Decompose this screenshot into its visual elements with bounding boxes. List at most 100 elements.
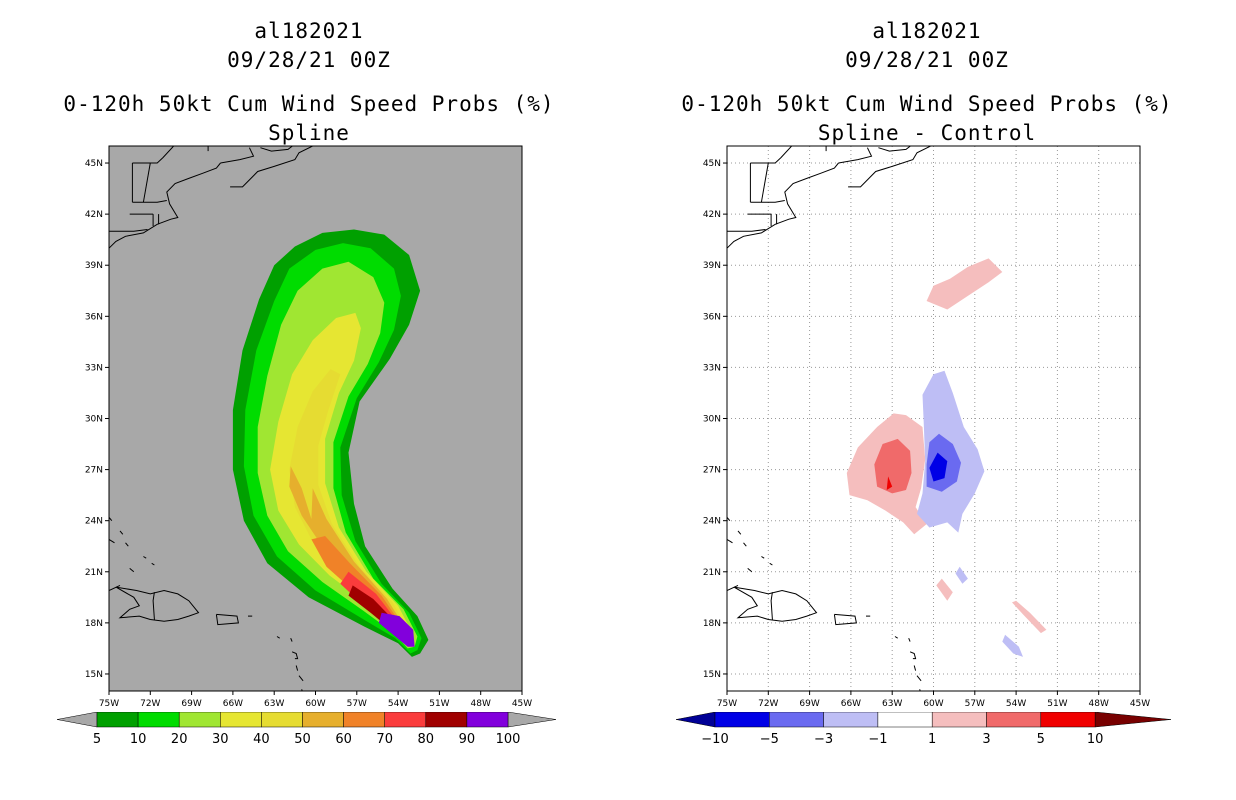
colorbar-swatch (384, 712, 427, 728)
y-tick-label: 33N (703, 363, 721, 373)
coastline (151, 562, 155, 566)
y-tick-label: 39N (85, 261, 103, 271)
coastline (298, 675, 304, 682)
colorbar-label: 80 (418, 732, 435, 747)
x-tick-label: 72W (140, 699, 160, 709)
coastline (290, 638, 293, 642)
coastline (142, 162, 151, 203)
x-tick-label: 51W (429, 699, 449, 709)
colorbar-label: 40 (253, 732, 270, 747)
coastline (220, 147, 255, 164)
coastline (276, 636, 280, 639)
colorbar-swatch (823, 712, 879, 728)
coastline (152, 592, 155, 620)
coastline (132, 200, 167, 203)
contour-level-1 (1012, 600, 1047, 634)
coastline (125, 542, 129, 547)
y-tick-label: 24N (85, 517, 103, 527)
x-tick-label: 63W (264, 699, 284, 709)
coastline (727, 162, 839, 249)
coastline (129, 568, 135, 573)
coastline (733, 586, 818, 622)
coastline (143, 556, 147, 559)
colorbar-swatch (877, 712, 933, 728)
coastline (109, 584, 121, 591)
coastline (291, 651, 299, 660)
y-tick-label: 18N (703, 619, 721, 629)
y-tick-label: 27N (703, 466, 721, 476)
coastline (780, 146, 793, 159)
colorbar-label: 1 (928, 732, 936, 747)
right-colorbar: −10 −5 −3 −1 1 3 5 10 (675, 712, 1172, 747)
colorbar-label: −5 (760, 732, 779, 747)
left-product-title: 0-120h 50kt Cum Wind Speed Probs (%) (63, 92, 555, 116)
x-tick-label: 69W (799, 699, 819, 709)
colorbar-label: 70 (376, 732, 393, 747)
coastline (750, 200, 785, 203)
colorbar-swatch (137, 712, 180, 728)
x-tick-label: 45W (1130, 699, 1150, 709)
contour-level-neg1 (955, 566, 968, 584)
colorbar-swatch (261, 712, 303, 728)
map-content (727, 146, 1140, 691)
x-tick-label: 75W (717, 699, 737, 709)
left-probability-map: 75W 72W 69W 66W 63W 60W 57W 54W 51W 48W 45W 15N 18N 2… (85, 145, 532, 709)
left-storm-id: al182021 (254, 19, 364, 43)
colorbar-swatch (302, 712, 344, 728)
colorbar-extend-high (507, 712, 557, 728)
right-product-title: 0-120h 50kt Cum Wind Speed Probs (%) (681, 92, 1173, 116)
x-tick-label: 57W (965, 699, 985, 709)
contour-level-3 (874, 438, 912, 494)
colorbar-label: 10 (1087, 732, 1104, 747)
y-tick-label: 42N (85, 210, 103, 220)
colorbar-label: 100 (496, 732, 521, 747)
y-tick-label: 30N (703, 415, 721, 425)
coastline (109, 162, 221, 249)
colorbar-swatch (425, 712, 468, 728)
y-tick-label: 45N (85, 159, 103, 169)
x-tick-label: 72W (758, 699, 778, 709)
coastline (838, 147, 873, 164)
y-tick-label: 21N (85, 568, 103, 578)
y-tick-label: 45N (703, 159, 721, 169)
contour-level-40 (289, 369, 410, 640)
y-tick-label: 33N (85, 363, 103, 373)
colorbar-swatch (986, 712, 1042, 728)
coastline (109, 538, 115, 544)
colorbar-extend-low (56, 712, 98, 728)
left-subtitle: Spline (268, 121, 350, 145)
colorbar-label: 10 (130, 732, 147, 747)
coastline (115, 586, 200, 622)
colorbar-label: 30 (212, 732, 229, 747)
coastline (162, 146, 175, 159)
contour-level-neg5 (929, 452, 948, 482)
contour-level-1 (926, 258, 1003, 310)
x-tick-label: 63W (882, 699, 902, 709)
coastline (919, 689, 921, 691)
colorbar-label: 5 (1037, 732, 1045, 747)
map-content (109, 146, 429, 691)
y-tick-label: 39N (703, 261, 721, 271)
coastline (916, 675, 922, 682)
y-tick-label: 42N (703, 210, 721, 220)
colorbar-swatch (343, 712, 385, 728)
coastline (109, 229, 148, 232)
coastline (301, 689, 303, 691)
coastline (295, 665, 299, 671)
coastline (909, 651, 917, 660)
colorbar-label: 3 (982, 732, 990, 747)
coastline (894, 636, 898, 639)
x-tick-label: 48W (1089, 699, 1109, 709)
colorbar-label: 60 (335, 732, 352, 747)
right-storm-id: al182021 (872, 19, 982, 43)
colorbar-label: −3 (814, 732, 833, 747)
colorbar-swatch (220, 712, 262, 728)
coastline (750, 157, 782, 164)
coastline (769, 562, 773, 566)
left-datetime: 09/28/21 00Z (227, 48, 391, 72)
colorbar-label: 50 (294, 732, 311, 747)
y-tick-label: 15N (703, 670, 721, 680)
contour-level-neg1 (1002, 634, 1023, 657)
x-tick-label: 54W (388, 699, 408, 709)
coastline (743, 542, 747, 547)
